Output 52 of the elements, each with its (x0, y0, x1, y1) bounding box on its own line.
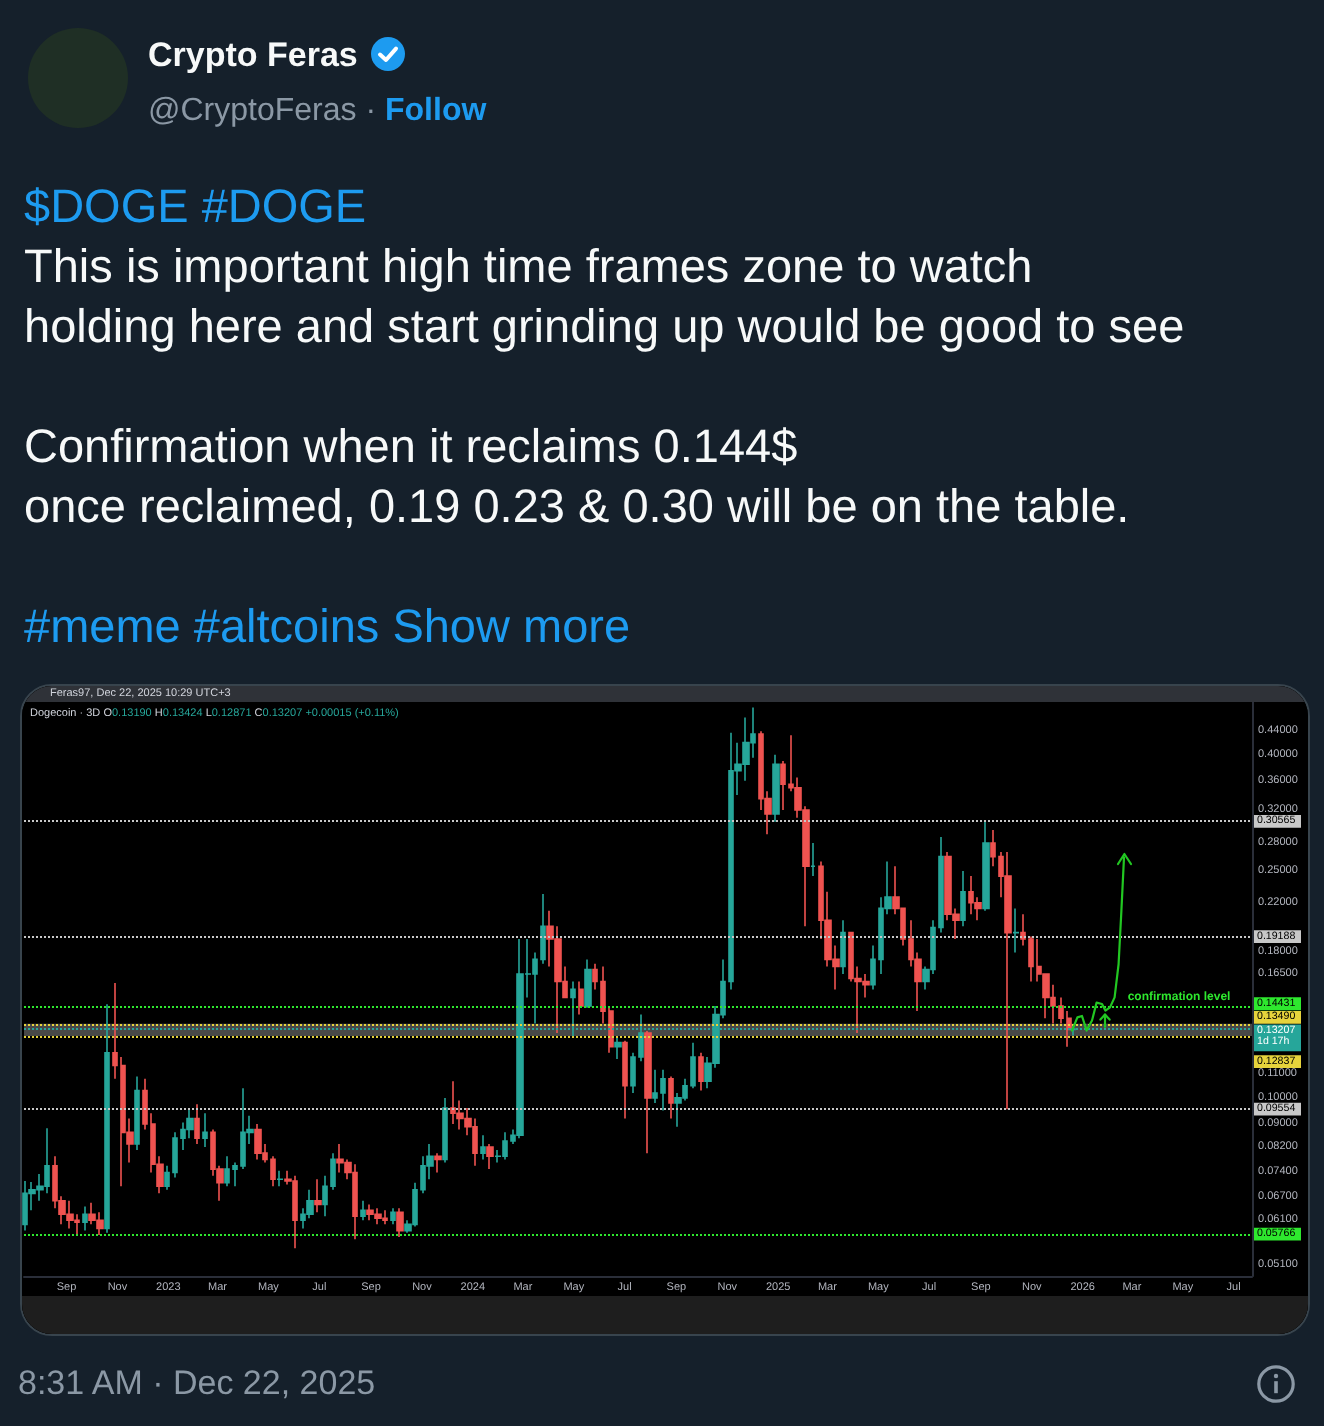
candlestick (810, 842, 816, 877)
text: #meme #altcoins (24, 600, 380, 652)
candlestick (968, 875, 974, 916)
candlestick (578, 980, 584, 1016)
candlestick (652, 1069, 658, 1104)
candlestick (668, 1075, 674, 1120)
candlestick (644, 1030, 652, 1154)
text: Show more (392, 600, 631, 652)
candlestick (134, 1075, 140, 1151)
candlestick (82, 1205, 88, 1232)
candlestick (352, 1163, 358, 1241)
candlestick (982, 819, 990, 912)
candlestick (480, 1134, 486, 1161)
candlestick (486, 1143, 494, 1170)
candlestick (1004, 851, 1012, 1111)
candlestick (336, 1143, 344, 1174)
text: 8:31 AM · Dec 22, 2025 (18, 1362, 376, 1406)
candlestick (314, 1178, 322, 1214)
candlestick (96, 1211, 104, 1236)
candlestick (382, 1209, 388, 1226)
candlestick (772, 753, 780, 823)
candlestick (502, 1131, 508, 1161)
candlestick (276, 1169, 284, 1187)
candlestick (442, 1097, 448, 1164)
candlestick (44, 1127, 50, 1195)
text: Crypto Feras (148, 36, 358, 74)
candlestick (22, 1180, 28, 1232)
candlestick (840, 919, 846, 975)
candlestick (194, 1103, 200, 1145)
chart-title: $DOGE #DOGE (24, 180, 367, 232)
candlestick (366, 1203, 374, 1222)
candlestick (450, 1080, 456, 1125)
candlestick (396, 1207, 404, 1238)
text: Follow (385, 94, 487, 128)
candlestick (1012, 907, 1020, 954)
candlestick (254, 1123, 262, 1161)
candlestick (292, 1175, 298, 1249)
candlestick (622, 1039, 628, 1120)
candlestick (202, 1112, 208, 1148)
candlestick (960, 870, 966, 928)
candlestick (66, 1199, 74, 1230)
candlestick (390, 1207, 396, 1226)
candlestick (660, 1069, 666, 1112)
candlestick (360, 1199, 366, 1222)
candlestick (374, 1207, 382, 1226)
candlestick (434, 1152, 442, 1174)
candlestick (224, 1155, 230, 1187)
candlestick (614, 1036, 622, 1060)
text: This is important high time frames zone to watch holding here and start grinding up would be good to see Confirmation when it reclaims 0.144$ once reclaimed, 0.19 0.23 & 0.30 will be on the table. (24, 240, 1185, 532)
text: @CryptoFeras · (148, 94, 377, 128)
candlestick (698, 1051, 704, 1092)
candlestick (584, 958, 592, 1009)
